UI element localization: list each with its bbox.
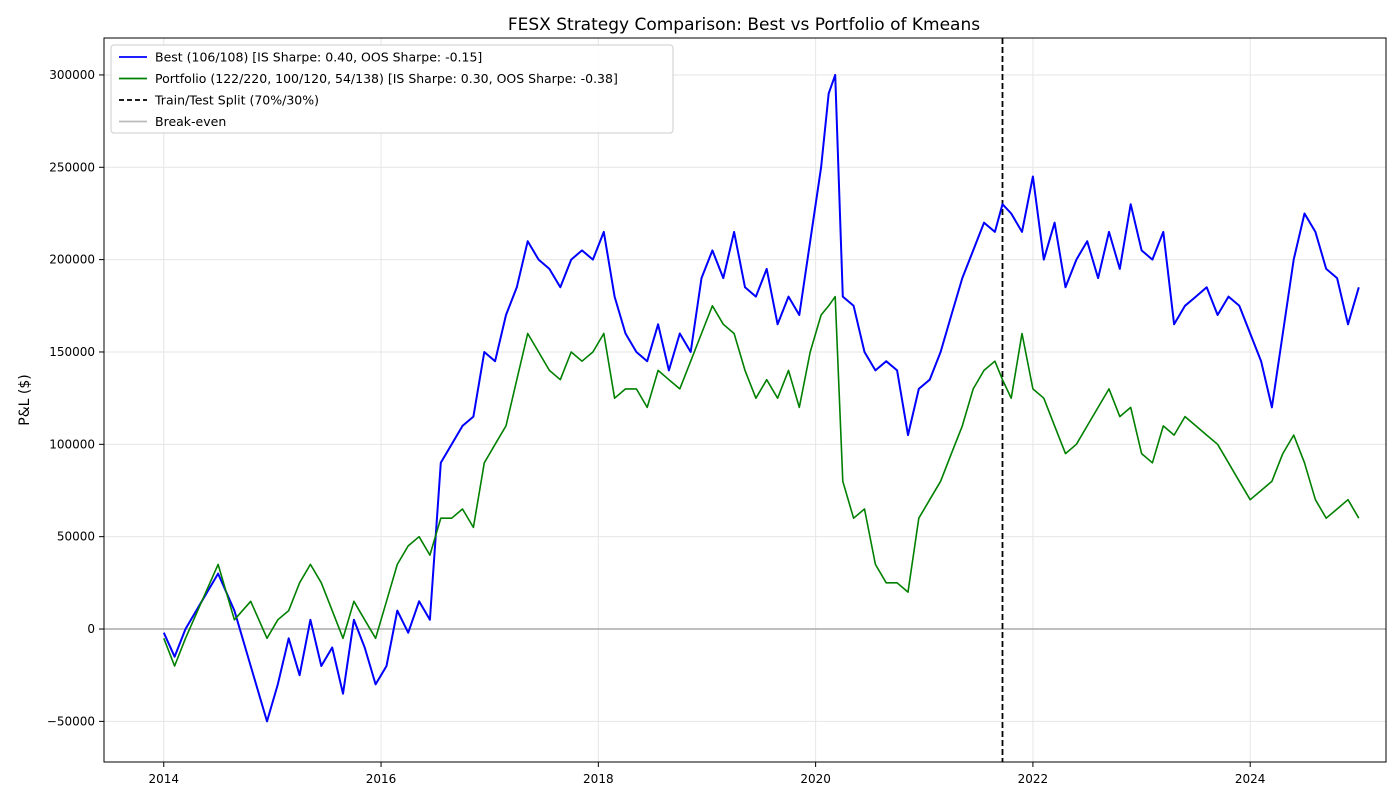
y-tick-label: 0 xyxy=(87,622,95,636)
y-tick-label: −50000 xyxy=(47,714,95,728)
axes: 2014 2016 2018 2020 2022 2024 −50000 0 50000 1000… xyxy=(47,37,1387,786)
series-lines xyxy=(162,73,1360,723)
x-tick-label: 2020 xyxy=(800,772,831,786)
series-line-best xyxy=(162,73,1360,723)
y-tick-label: 150000 xyxy=(49,345,95,359)
x-tick-label: 2018 xyxy=(583,772,614,786)
y-tick-label: 250000 xyxy=(49,160,95,174)
legend-box xyxy=(110,44,674,134)
y-axis-label: P&L ($) xyxy=(17,374,33,425)
y-tick-label: 200000 xyxy=(49,253,95,267)
legend: Best (106/108) [IS Sharpe: 0.40, OOS Sha… xyxy=(110,44,674,134)
x-tick-label: 2014 xyxy=(148,772,179,786)
legend-label: Break-even xyxy=(155,114,226,129)
x-tick-label: 2024 xyxy=(1235,772,1266,786)
legend-label: Portfolio (122/220, 100/120, 54/138) [IS… xyxy=(155,71,618,86)
x-tick-label: 2022 xyxy=(1018,772,1049,786)
legend-label: Best (106/108) [IS Sharpe: 0.40, OOS Sha… xyxy=(155,50,482,65)
plot-frame xyxy=(103,37,1387,763)
y-tick-label: 100000 xyxy=(49,437,95,451)
series-line-portfolio xyxy=(163,295,1360,667)
chart-title: FESX Strategy Comparison: Best vs Portfo… xyxy=(508,15,980,35)
legend-label: Train/Test Split (70%/30%) xyxy=(154,93,319,108)
reference-lines xyxy=(104,38,1386,762)
y-tick-label: 50000 xyxy=(57,530,95,544)
x-tick-label: 2016 xyxy=(366,772,397,786)
y-tick-label: 300000 xyxy=(49,68,95,82)
